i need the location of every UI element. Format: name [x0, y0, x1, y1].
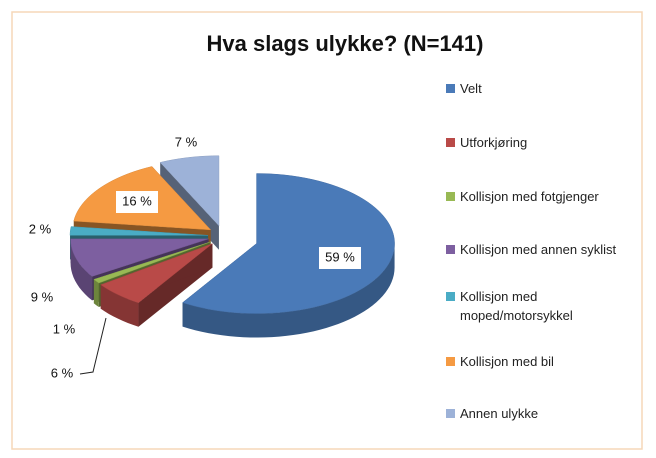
- legend-label: Velt: [460, 81, 482, 96]
- legend-label: Kollisjon med fotgjenger: [460, 189, 599, 204]
- slice: [100, 243, 213, 327]
- legend-swatch: [446, 245, 455, 254]
- slice-top: [159, 155, 220, 227]
- data-label: 2 %: [29, 221, 52, 236]
- legend-entry: Kollisjon med moped/motorsykkel: [446, 287, 636, 325]
- label-box: [319, 247, 361, 269]
- data-label: 7 %: [175, 134, 198, 149]
- legend-swatch: [446, 292, 455, 301]
- slice-top: [182, 173, 395, 314]
- slice-top: [69, 226, 209, 236]
- slice-wall: [182, 243, 395, 338]
- legend-entry: Kollisjon med fotgjenger: [446, 187, 636, 206]
- legend-label: Kollisjon med annen syklist: [460, 242, 617, 257]
- legend-label: Utforkjøring: [460, 135, 528, 150]
- legend-label: Kollisjon med moped/motorsykkel: [460, 289, 573, 323]
- slice-wall: [70, 238, 93, 301]
- legend-swatch: [446, 138, 455, 147]
- chart-title: Hva slags ulykke? (N=141): [207, 31, 484, 56]
- legend-entry: Annen ulykke: [446, 404, 636, 423]
- data-label: 59 %: [325, 249, 355, 264]
- leader-line: [79, 317, 107, 375]
- slice-wall: [100, 284, 139, 327]
- slice-top: [100, 243, 213, 304]
- data-label: 6 %: [51, 365, 74, 380]
- legend-label: Kollisjon med bil: [460, 354, 554, 369]
- slice: [182, 173, 395, 338]
- legend-swatch: [446, 192, 455, 201]
- slice-top: [93, 241, 211, 284]
- label-box: [116, 191, 158, 213]
- legend-swatch: [446, 357, 455, 366]
- data-label: 16 %: [122, 193, 152, 208]
- legend-swatch: [446, 409, 455, 418]
- slice-top: [70, 238, 209, 277]
- legend-entry: Utforkjøring: [446, 133, 636, 152]
- legend-entry: Velt: [446, 79, 636, 98]
- legend-swatch: [446, 84, 455, 93]
- data-label: 1 %: [53, 321, 76, 336]
- legend-entry: Kollisjon med annen syklist: [446, 240, 636, 259]
- data-label: 9 %: [31, 289, 54, 304]
- legend-label: Annen ulykke: [460, 406, 539, 421]
- legend-entry: Kollisjon med bil: [446, 352, 636, 371]
- slice-wall: [93, 279, 99, 308]
